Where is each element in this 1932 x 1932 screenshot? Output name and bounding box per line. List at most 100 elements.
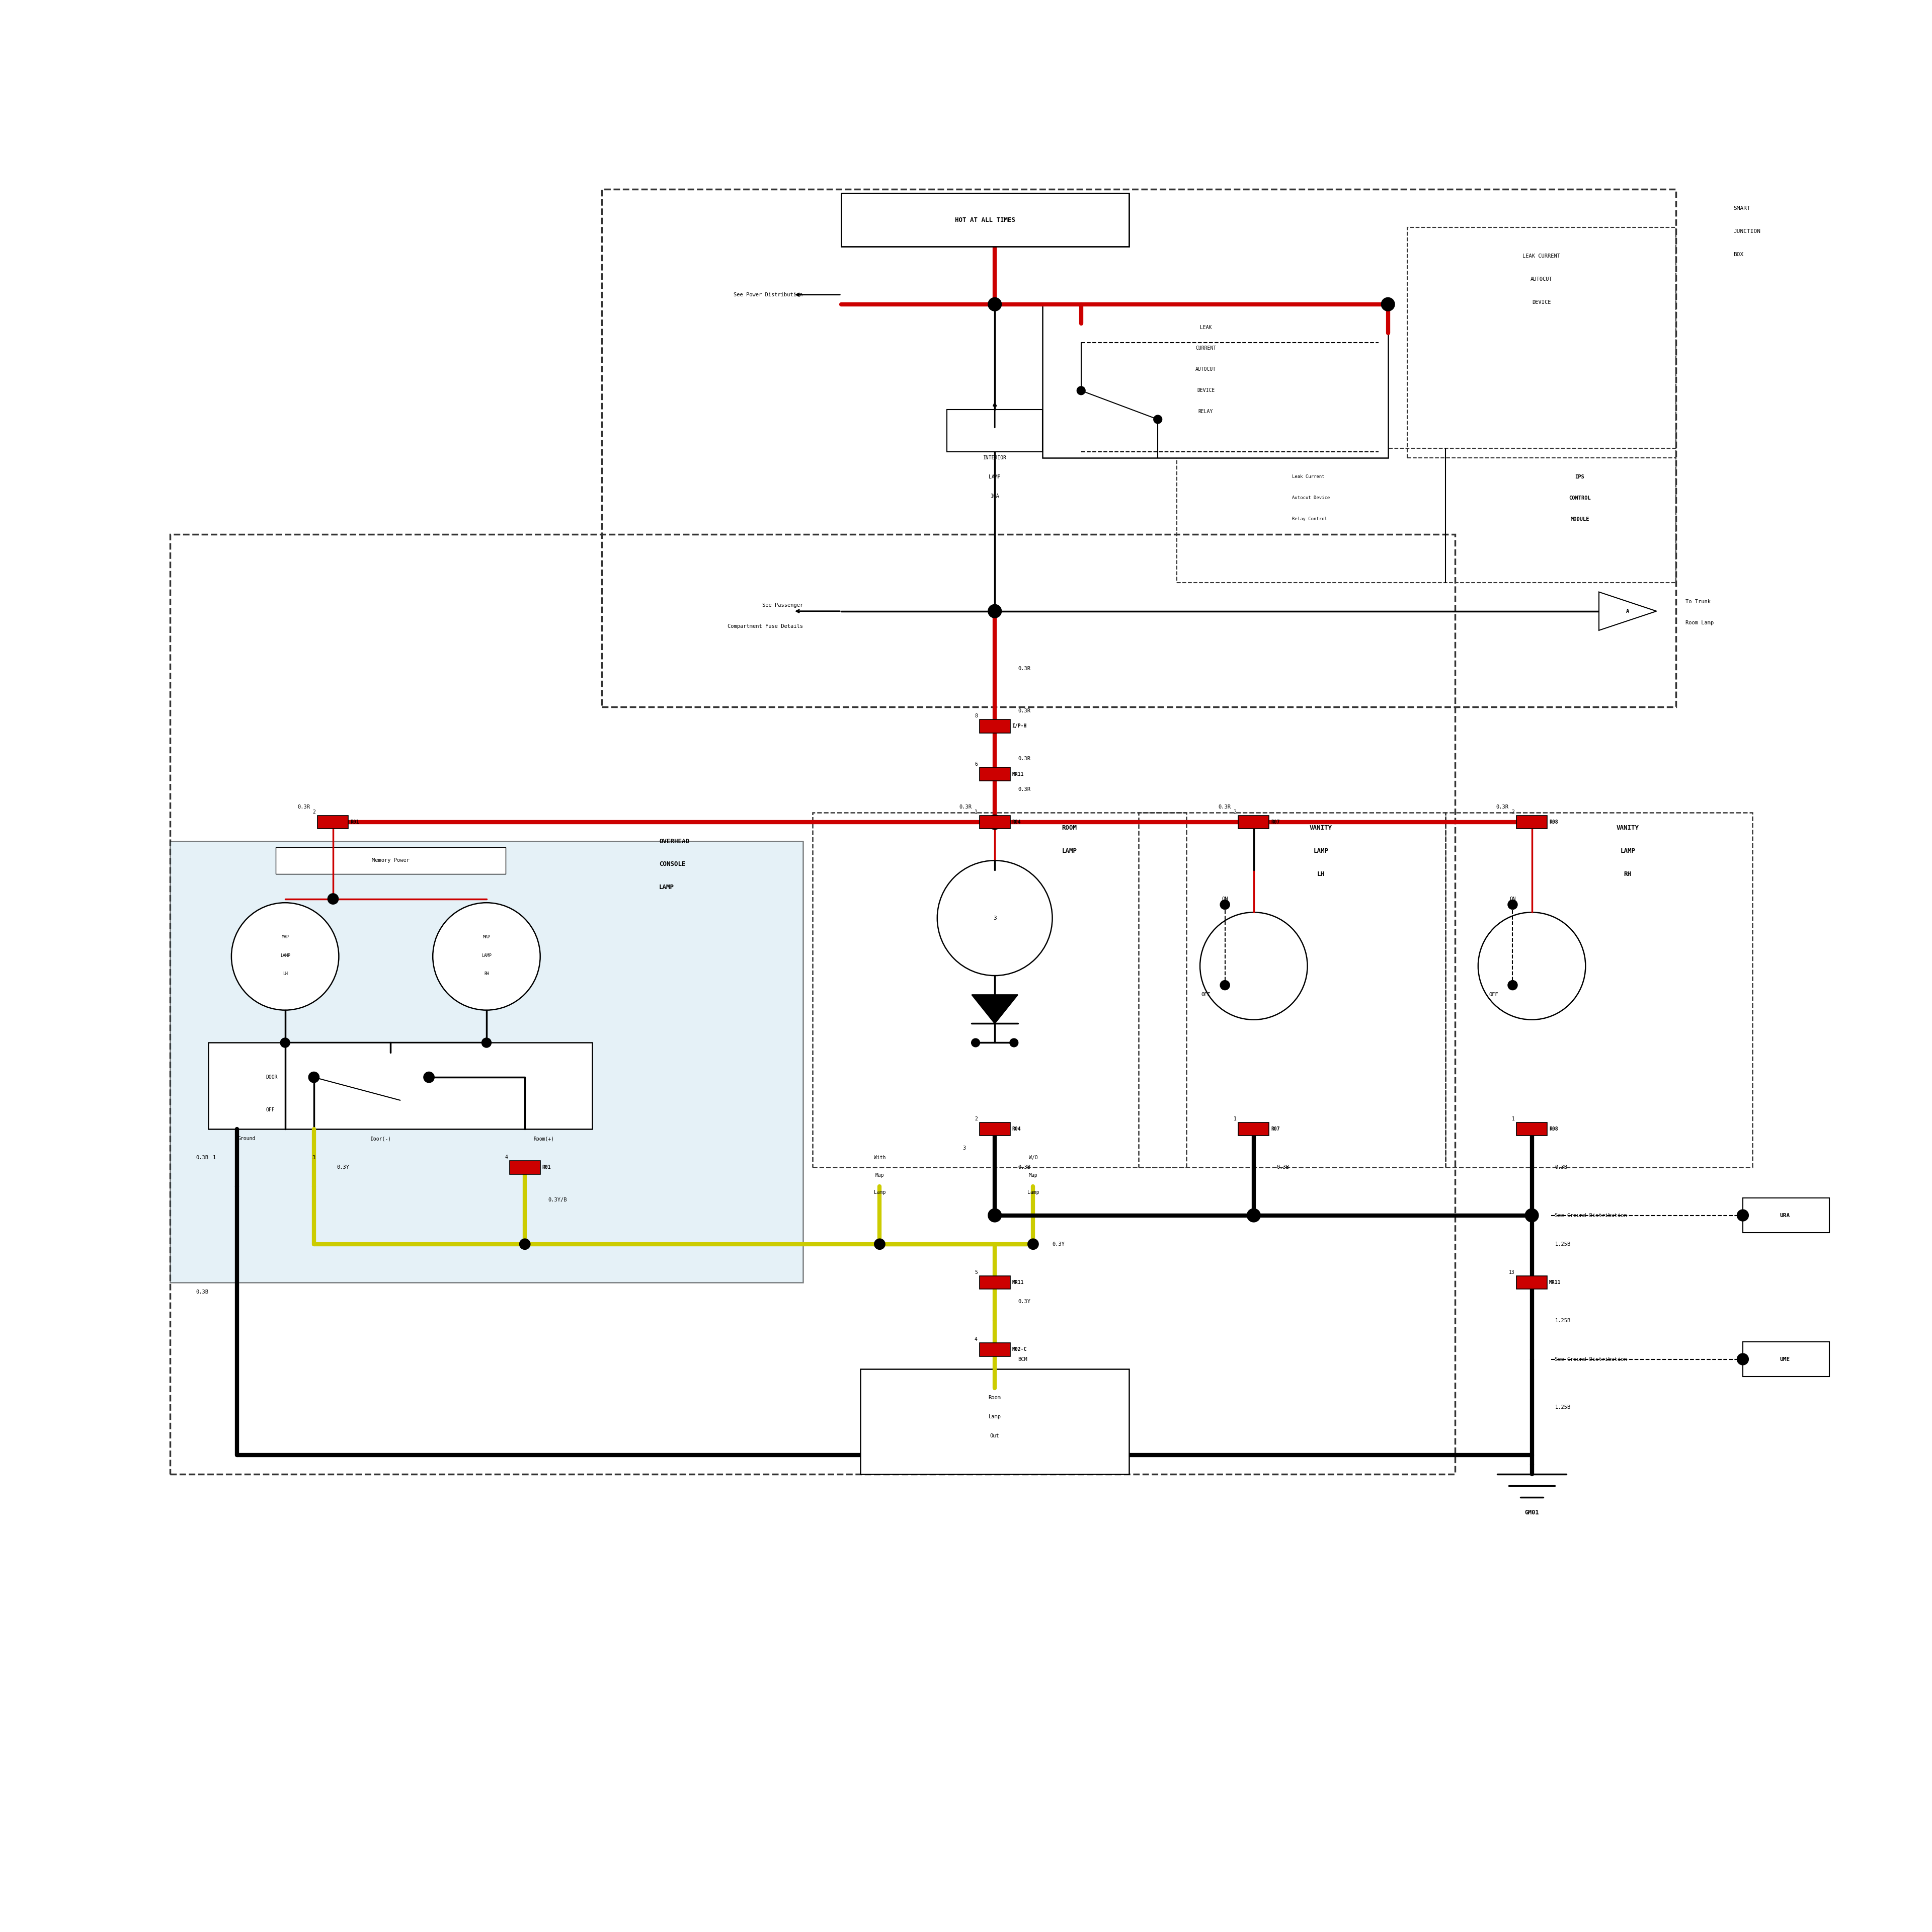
Text: URA: URA xyxy=(1779,1213,1791,1217)
Circle shape xyxy=(309,1072,319,1082)
Text: ON: ON xyxy=(1221,896,1229,902)
Circle shape xyxy=(1200,912,1308,1020)
Text: 1: 1 xyxy=(1511,1117,1515,1121)
Circle shape xyxy=(1524,1209,1538,1223)
Text: DOOR: DOOR xyxy=(267,1074,278,1080)
Text: ROOM: ROOM xyxy=(1063,825,1076,831)
Text: 1: 1 xyxy=(974,810,978,815)
Bar xyxy=(510,1161,541,1175)
Circle shape xyxy=(1381,298,1395,311)
Text: 2: 2 xyxy=(974,1117,978,1121)
Bar xyxy=(1177,448,1675,582)
Bar xyxy=(947,410,1043,452)
Text: DEVICE: DEVICE xyxy=(1198,388,1215,392)
Text: HOT AT ALL TIMES: HOT AT ALL TIMES xyxy=(954,216,1016,224)
Text: Map: Map xyxy=(1028,1173,1037,1179)
Circle shape xyxy=(232,902,338,1010)
Circle shape xyxy=(1221,900,1231,910)
Circle shape xyxy=(1153,415,1161,423)
Circle shape xyxy=(987,298,1001,311)
Text: 0.3R: 0.3R xyxy=(298,804,309,810)
Text: LEAK: LEAK xyxy=(1200,325,1211,330)
Text: 3: 3 xyxy=(962,1146,966,1151)
Text: Room: Room xyxy=(989,1395,1001,1401)
Circle shape xyxy=(1737,1209,1748,1221)
Text: LAMP: LAMP xyxy=(1621,848,1634,854)
Text: VANITY: VANITY xyxy=(1617,825,1638,831)
Bar xyxy=(980,1343,1010,1356)
Circle shape xyxy=(481,1037,491,1047)
Text: 4: 4 xyxy=(504,1155,508,1159)
Text: AUTOCUT: AUTOCUT xyxy=(1196,367,1215,373)
Text: 0.3B: 0.3B xyxy=(195,1155,209,1161)
Text: MR11: MR11 xyxy=(1549,1281,1561,1285)
Bar xyxy=(317,815,348,829)
Circle shape xyxy=(328,893,338,904)
Bar xyxy=(813,813,1186,1167)
Text: OVERHEAD: OVERHEAD xyxy=(659,838,690,844)
Bar xyxy=(860,1368,1128,1474)
Bar xyxy=(209,1043,591,1128)
Circle shape xyxy=(987,605,1001,618)
Text: Memory Power: Memory Power xyxy=(371,858,410,864)
Text: LAMP: LAMP xyxy=(280,952,290,958)
Circle shape xyxy=(1246,1209,1260,1223)
Text: Out: Out xyxy=(989,1434,999,1439)
Text: Relay Control: Relay Control xyxy=(1293,518,1327,522)
Bar xyxy=(1238,1122,1269,1136)
Text: R08: R08 xyxy=(1549,819,1557,825)
Text: 0.3B: 0.3B xyxy=(1018,1165,1030,1171)
Text: IPS: IPS xyxy=(1575,475,1584,479)
Bar xyxy=(980,1122,1010,1136)
Text: R07: R07 xyxy=(1271,819,1279,825)
Bar xyxy=(1743,1198,1830,1233)
Bar xyxy=(170,535,1455,1474)
Text: CONSOLE: CONSOLE xyxy=(659,862,686,867)
Circle shape xyxy=(433,902,541,1010)
Text: AUTOCUT: AUTOCUT xyxy=(1530,276,1553,282)
Text: 0.3R: 0.3R xyxy=(1018,755,1030,761)
Text: ON: ON xyxy=(1509,896,1517,902)
Text: 10A: 10A xyxy=(991,493,999,498)
Bar xyxy=(1138,813,1445,1167)
Text: Room Lamp: Room Lamp xyxy=(1685,620,1714,626)
Text: UME: UME xyxy=(1779,1356,1791,1362)
Bar xyxy=(980,719,1010,732)
Text: MR11: MR11 xyxy=(1012,771,1024,777)
Circle shape xyxy=(1076,386,1086,394)
Text: See Power Distribution: See Power Distribution xyxy=(734,292,804,298)
Text: LAMP: LAMP xyxy=(1314,848,1329,854)
Circle shape xyxy=(280,1037,290,1047)
Text: 3: 3 xyxy=(313,1155,315,1161)
Bar xyxy=(1445,813,1752,1167)
Text: 6: 6 xyxy=(974,761,978,767)
Bar xyxy=(601,189,1675,707)
Circle shape xyxy=(1507,900,1517,910)
Text: GM01: GM01 xyxy=(1524,1509,1540,1517)
Text: 13: 13 xyxy=(1509,1269,1515,1275)
Text: DEVICE: DEVICE xyxy=(1532,299,1551,305)
Text: A: A xyxy=(1627,609,1629,614)
Text: See Ground Distribution: See Ground Distribution xyxy=(1555,1213,1627,1217)
Text: CURRENT: CURRENT xyxy=(1196,346,1215,352)
Circle shape xyxy=(987,1209,1001,1223)
Text: 0.3R: 0.3R xyxy=(1018,709,1030,713)
Bar xyxy=(1406,228,1675,458)
Circle shape xyxy=(1507,980,1517,989)
Text: CONTROL: CONTROL xyxy=(1569,495,1590,500)
Text: 3: 3 xyxy=(993,916,997,920)
Text: ON: ON xyxy=(429,1074,435,1080)
Polygon shape xyxy=(1600,591,1656,630)
Bar xyxy=(840,193,1128,247)
Text: 2: 2 xyxy=(313,810,315,815)
Circle shape xyxy=(1028,1238,1039,1250)
Text: Leak Current: Leak Current xyxy=(1293,475,1325,479)
Text: R08: R08 xyxy=(1549,1126,1557,1132)
Bar xyxy=(1043,303,1387,458)
Text: 4: 4 xyxy=(974,1337,978,1343)
Circle shape xyxy=(987,815,1003,829)
Text: MR11: MR11 xyxy=(1012,1281,1024,1285)
Text: SMART: SMART xyxy=(1733,207,1750,211)
Circle shape xyxy=(1478,912,1586,1020)
Text: 0.3B: 0.3B xyxy=(195,1289,209,1294)
